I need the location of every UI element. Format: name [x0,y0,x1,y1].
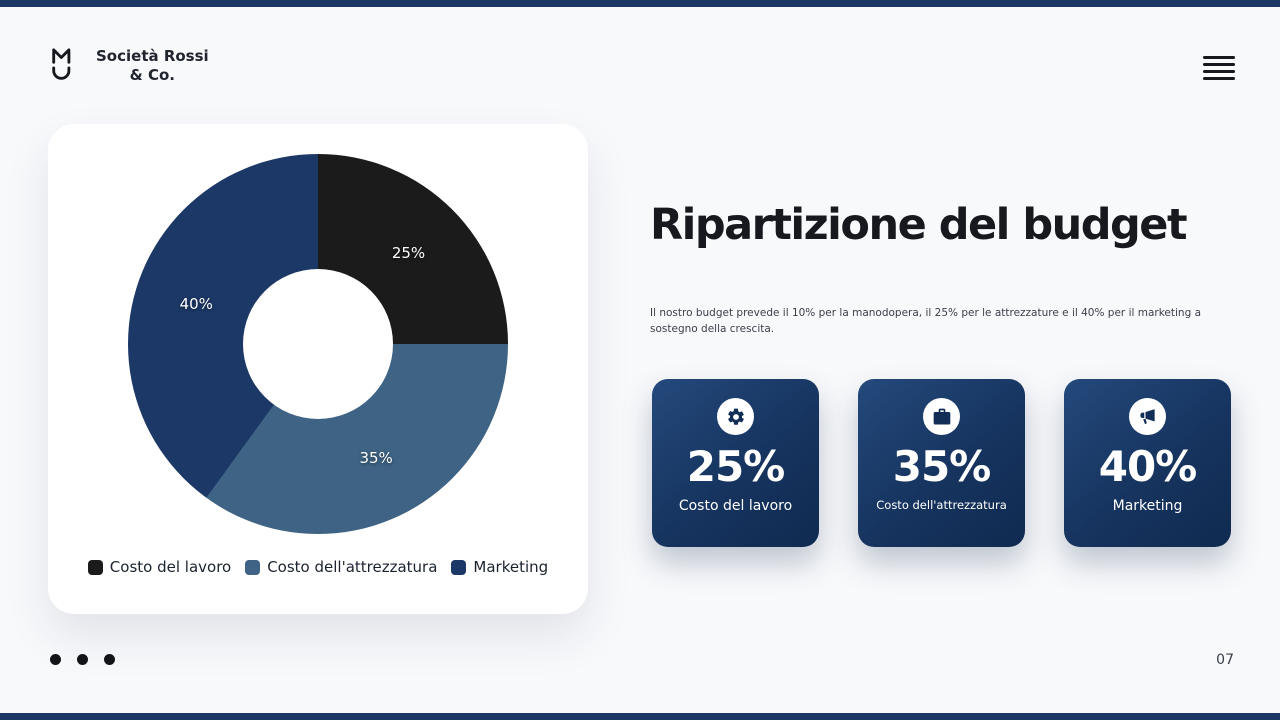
stat-value: 35% [892,442,992,491]
chart-legend: Costo del lavoro Costo dell'attrezzatura… [48,558,588,576]
legend-label: Marketing [473,558,549,576]
stat-card-equipment: 35% Costo dell'attrezzatura [858,379,1025,547]
stat-cards: 25% Costo del lavoro 35% Costo dell'attr… [652,379,1231,547]
brand-name-line2: & Co. [129,66,175,84]
icon-circle [923,398,960,435]
donut-hole [243,269,393,419]
legend-label: Costo dell'attrezzatura [267,558,438,576]
slide-title: Ripartizione del budget [650,200,1188,250]
briefcase-icon [933,408,950,424]
gear-icon [727,408,744,425]
stat-value: 25% [686,442,786,491]
pagination-dots [50,654,115,665]
top-accent-bar [0,0,1280,7]
legend-swatch [451,559,467,575]
stat-label: Marketing [1112,498,1183,514]
legend-label: Costo del lavoro [109,558,232,576]
pagination-dot[interactable] [77,654,88,665]
brand-header: Società Rossi & Co. [48,46,209,86]
brand-name: Società Rossi & Co. [96,47,209,86]
company-logo-icon [52,48,71,80]
icon-circle [1129,398,1166,435]
brand-name-line1: Società Rossi [96,46,209,65]
segment-label: 25% [391,244,426,263]
legend-swatch [87,559,103,575]
stat-label: Costo del lavoro [678,498,793,514]
megaphone-icon [1139,408,1155,424]
stat-card-marketing: 40% Marketing [1064,379,1231,547]
legend-item: Costo dell'attrezzatura [245,558,437,576]
legend-item: Marketing [451,558,548,576]
legend-swatch [245,559,261,575]
pagination-dot[interactable] [50,654,61,665]
slide-description: Il nostro budget prevede il 10% per la m… [650,307,1202,335]
stat-label: Costo dell'attrezzatura [876,498,1007,512]
bottom-accent-bar [0,713,1280,720]
chart-card: 25% 35% 40% Costo del lavoro Costo dell'… [48,124,588,614]
icon-circle [717,398,754,435]
page-number: 07 [1216,652,1234,668]
hamburger-menu-icon[interactable] [1203,56,1235,80]
segment-label: 35% [359,449,393,468]
legend-item: Costo del lavoro [87,558,232,576]
stat-value: 40% [1098,442,1198,491]
stat-card-labor: 25% Costo del lavoro [652,379,819,547]
segment-label: 40% [179,295,213,314]
pagination-dot[interactable] [104,654,115,665]
donut-chart: 25% 35% 40% [128,154,508,534]
